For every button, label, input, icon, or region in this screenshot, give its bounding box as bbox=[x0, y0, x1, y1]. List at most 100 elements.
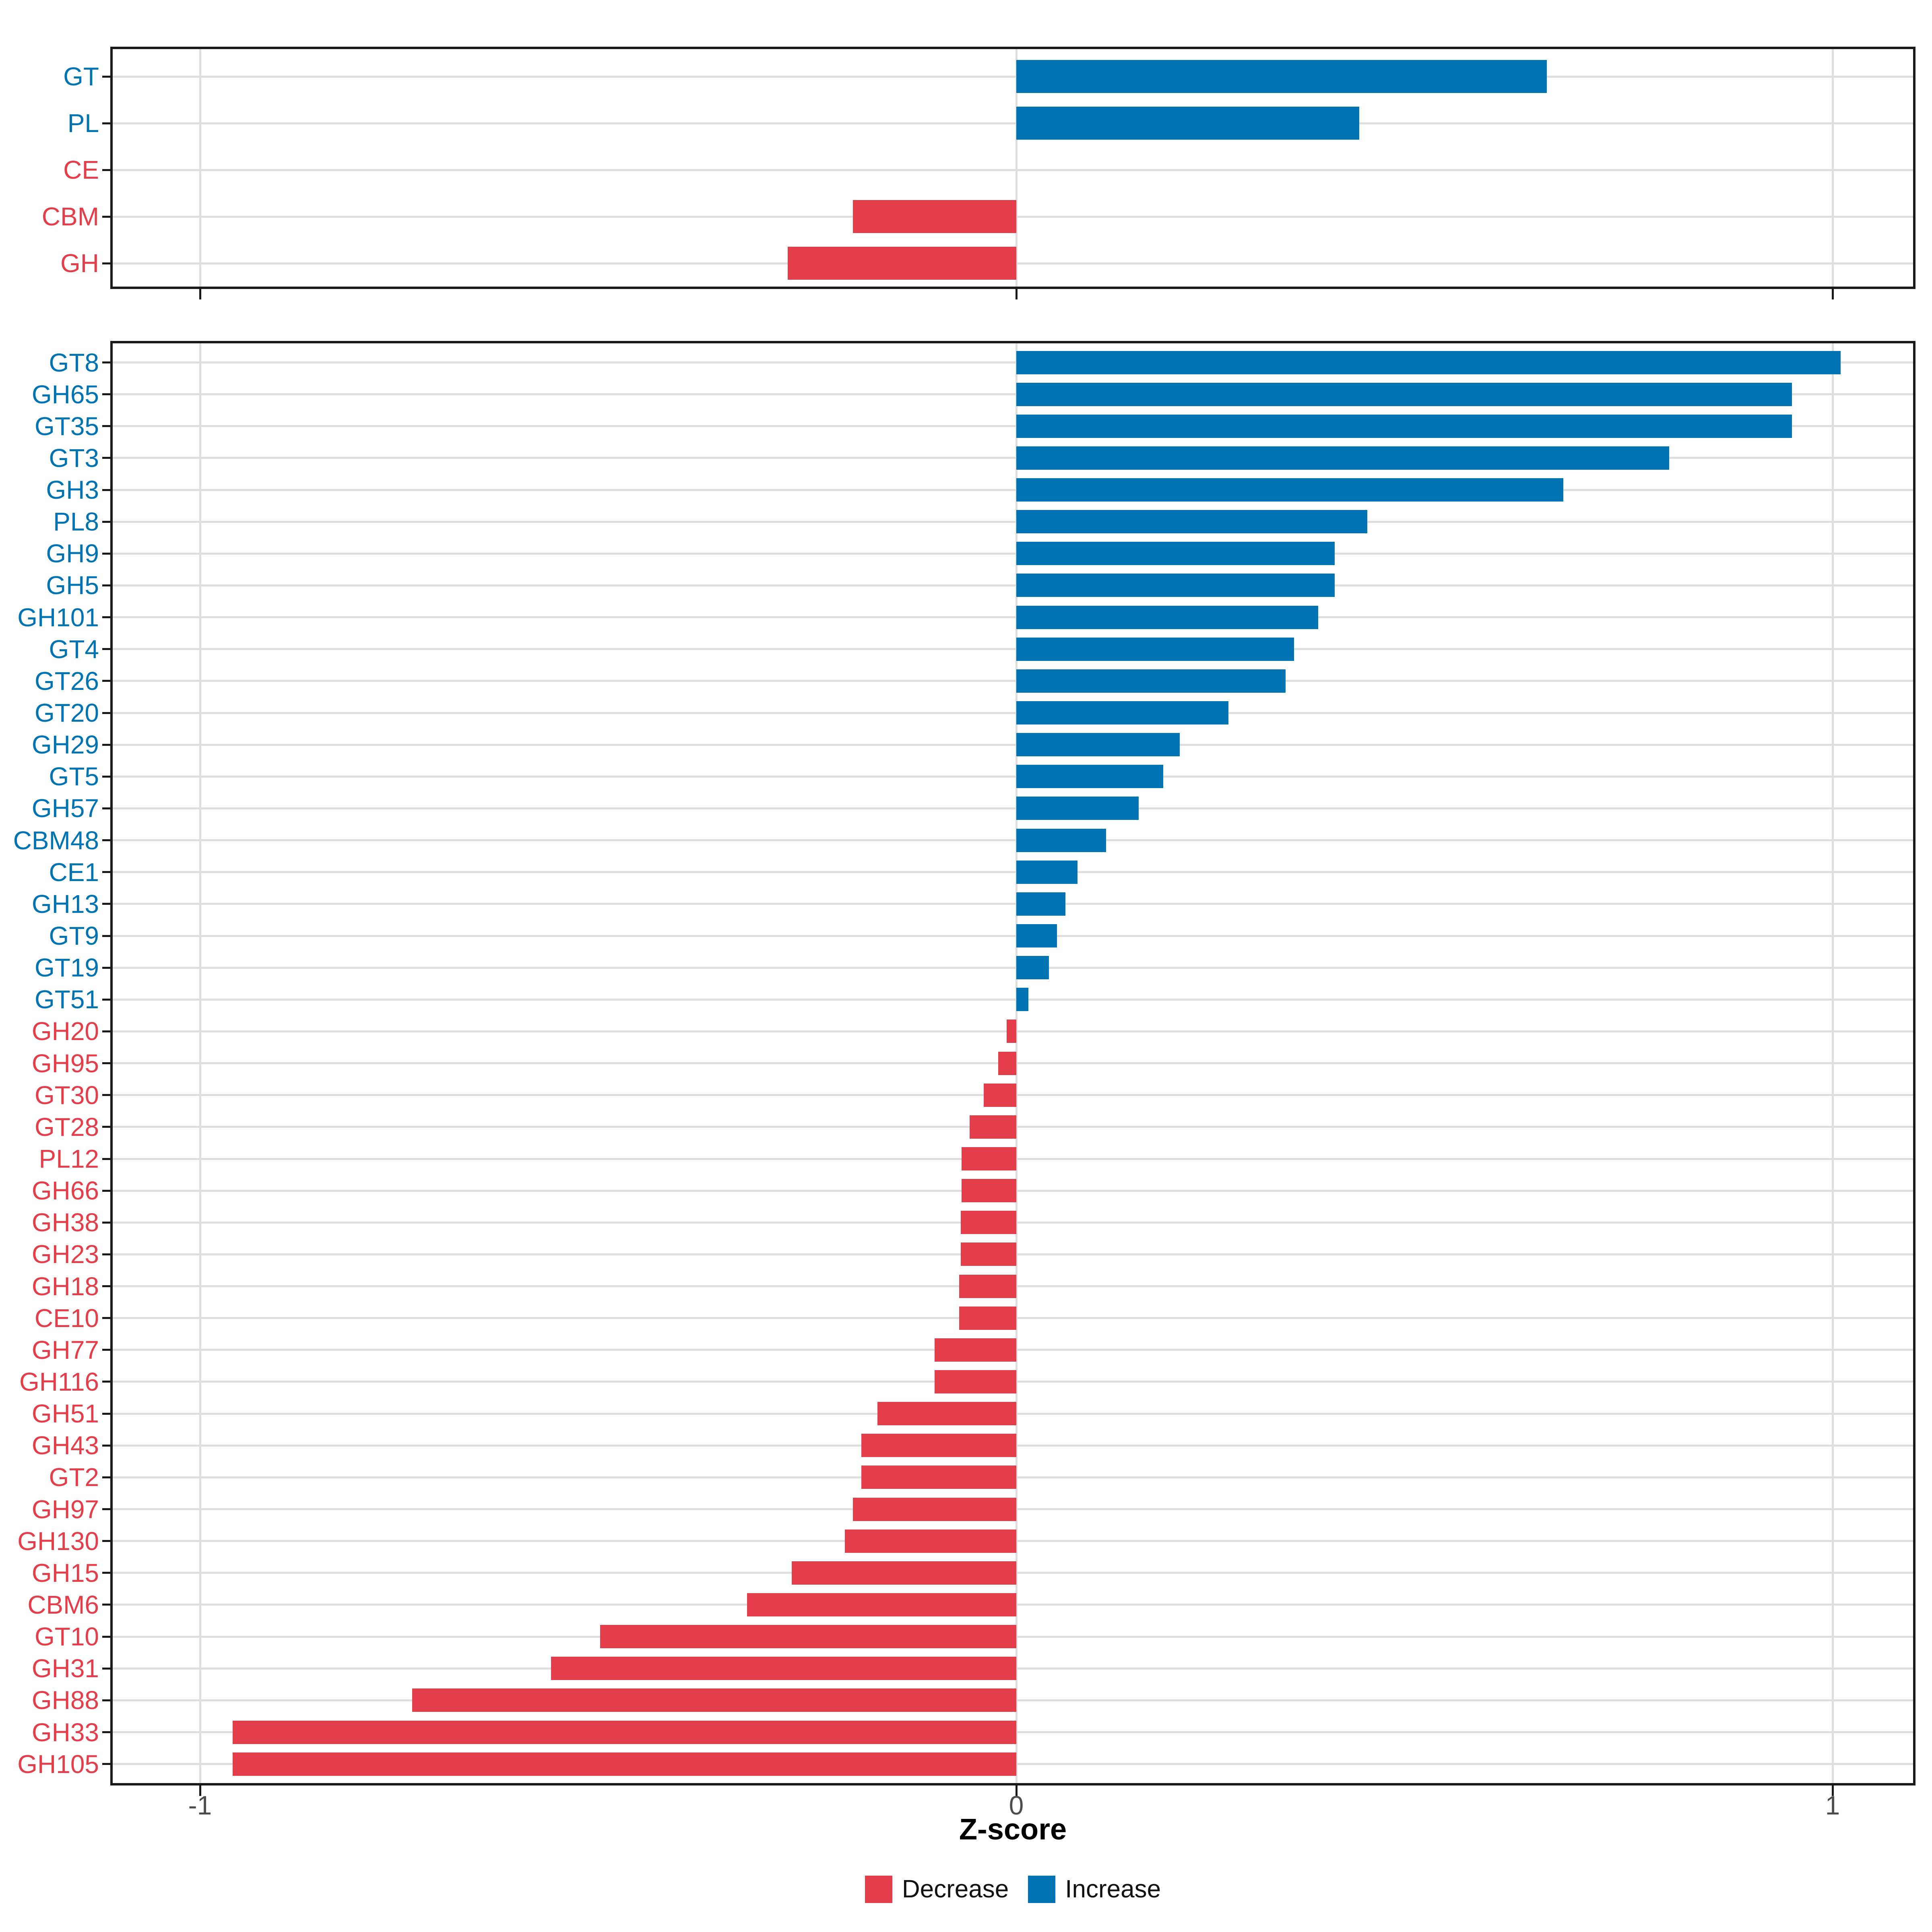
bar-GH88 bbox=[412, 1688, 1016, 1712]
y-label-GH105: GH105 bbox=[17, 1749, 99, 1779]
y-label-GT20: GT20 bbox=[34, 698, 99, 728]
y-label-GT5: GT5 bbox=[49, 762, 99, 791]
bar-GH95 bbox=[998, 1051, 1016, 1075]
y-tick-CE1 bbox=[102, 871, 113, 873]
y-tick-GH57 bbox=[102, 807, 113, 809]
y-tick-GH88 bbox=[102, 1699, 113, 1701]
x-tick-cazyme-families-1 bbox=[1831, 1785, 1834, 1796]
bar-GH65 bbox=[1016, 382, 1792, 406]
gridline-row-GT19 bbox=[113, 966, 1913, 969]
gridline-x--1 bbox=[199, 49, 201, 287]
gridline-row-PL bbox=[113, 122, 1913, 124]
y-label-GT: GT bbox=[63, 62, 99, 91]
y-label-CBM6: CBM6 bbox=[27, 1590, 99, 1619]
y-label-CE: CE bbox=[63, 155, 99, 184]
y-tick-GT35 bbox=[102, 425, 113, 427]
y-tick-GH bbox=[102, 262, 113, 264]
gridline-row-GT26 bbox=[113, 680, 1913, 682]
y-tick-GH95 bbox=[102, 1062, 113, 1065]
bar-GH13 bbox=[1016, 892, 1065, 916]
gridline-row-GH65 bbox=[113, 393, 1913, 396]
legend-swatch-increase bbox=[1028, 1876, 1056, 1903]
legend-item-decrease: Decrease bbox=[865, 1876, 1009, 1903]
bar-GT30 bbox=[983, 1083, 1016, 1107]
bar-GH38 bbox=[961, 1211, 1016, 1234]
y-tick-GT30 bbox=[102, 1094, 113, 1096]
bar-GH130 bbox=[845, 1529, 1016, 1553]
bar-GH20 bbox=[1006, 1020, 1016, 1043]
bar-PL bbox=[1016, 107, 1359, 140]
bar-GH43 bbox=[861, 1434, 1016, 1457]
bar-GH5 bbox=[1016, 574, 1335, 597]
y-label-PL12: PL12 bbox=[39, 1144, 99, 1173]
bar-CBM48 bbox=[1016, 828, 1106, 852]
bar-GH bbox=[788, 247, 1016, 280]
bar-GT bbox=[1016, 60, 1547, 93]
y-tick-GH77 bbox=[102, 1349, 113, 1351]
y-tick-GT4 bbox=[102, 648, 113, 650]
y-tick-GH101 bbox=[102, 616, 113, 619]
bar-GH105 bbox=[233, 1752, 1016, 1776]
y-label-GH33: GH33 bbox=[31, 1717, 99, 1747]
bar-PL8 bbox=[1016, 510, 1368, 534]
y-label-GT8: GT8 bbox=[49, 348, 99, 377]
y-label-GH31: GH31 bbox=[31, 1654, 99, 1683]
y-label-GH88: GH88 bbox=[31, 1686, 99, 1715]
y-tick-GH13 bbox=[102, 903, 113, 905]
y-label-GT30: GT30 bbox=[34, 1080, 99, 1110]
y-tick-GH3 bbox=[102, 489, 113, 491]
y-tick-GH20 bbox=[102, 1030, 113, 1032]
bar-GT51 bbox=[1016, 988, 1029, 1011]
legend-label-decrease: Decrease bbox=[902, 1875, 1009, 1903]
bar-GT2 bbox=[861, 1466, 1016, 1489]
y-label-GH15: GH15 bbox=[31, 1558, 99, 1587]
y-tick-GT20 bbox=[102, 712, 113, 714]
x-tick-cazyme-classes-0 bbox=[1015, 289, 1018, 299]
x-tick-label-1: 1 bbox=[1825, 1790, 1840, 1820]
y-tick-GH9 bbox=[102, 552, 113, 555]
y-label-GT28: GT28 bbox=[34, 1112, 99, 1141]
bar-GT8 bbox=[1016, 351, 1841, 374]
bar-GT3 bbox=[1016, 446, 1670, 470]
bar-GH66 bbox=[962, 1179, 1016, 1203]
y-tick-PL bbox=[102, 122, 113, 124]
bar-GT5 bbox=[1016, 765, 1164, 788]
y-tick-GH5 bbox=[102, 584, 113, 586]
x-tick-label-0: 0 bbox=[1009, 1790, 1024, 1820]
gridline-x-1 bbox=[1831, 49, 1834, 287]
y-label-GT10: GT10 bbox=[34, 1622, 99, 1651]
y-label-GT9: GT9 bbox=[49, 921, 99, 951]
y-label-GH3: GH3 bbox=[46, 475, 99, 505]
bar-GT19 bbox=[1016, 956, 1049, 980]
y-label-GH43: GH43 bbox=[31, 1431, 99, 1460]
y-tick-CE10 bbox=[102, 1317, 113, 1319]
y-tick-CE bbox=[102, 169, 113, 171]
bar-GH23 bbox=[961, 1243, 1016, 1266]
y-label-GH13: GH13 bbox=[31, 889, 99, 919]
y-tick-GH130 bbox=[102, 1540, 113, 1542]
y-tick-PL8 bbox=[102, 520, 113, 523]
gridline-x-0 bbox=[1015, 49, 1018, 287]
x-tick-cazyme-classes-1 bbox=[1831, 289, 1834, 299]
y-tick-GT26 bbox=[102, 680, 113, 682]
bar-GH57 bbox=[1016, 797, 1139, 820]
y-label-GH20: GH20 bbox=[31, 1017, 99, 1046]
y-label-CBM: CBM bbox=[41, 202, 99, 231]
x-tick-cazyme-families--1 bbox=[199, 1785, 201, 1796]
y-tick-GH97 bbox=[102, 1508, 113, 1511]
bar-CE1 bbox=[1016, 860, 1078, 884]
y-label-GH38: GH38 bbox=[31, 1208, 99, 1237]
y-tick-PL12 bbox=[102, 1158, 113, 1160]
y-tick-GT19 bbox=[102, 966, 113, 969]
y-tick-GT28 bbox=[102, 1126, 113, 1128]
y-label-GH130: GH130 bbox=[17, 1526, 99, 1556]
gridline-row-GT5 bbox=[113, 775, 1913, 778]
y-tick-GT51 bbox=[102, 998, 113, 1001]
x-tick-label--1: -1 bbox=[188, 1790, 212, 1820]
bar-GH9 bbox=[1016, 542, 1335, 566]
y-tick-CBM6 bbox=[102, 1604, 113, 1606]
y-label-GH51: GH51 bbox=[31, 1399, 99, 1428]
y-tick-GH15 bbox=[102, 1572, 113, 1574]
bar-GT4 bbox=[1016, 637, 1294, 661]
